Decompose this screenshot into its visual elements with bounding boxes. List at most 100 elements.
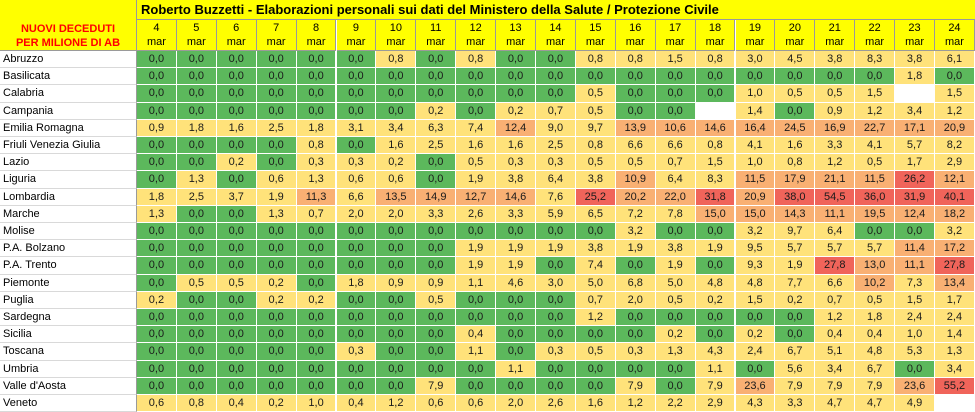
heatmap-cell: 2,5 (536, 137, 576, 155)
heatmap-cell: 0,0 (416, 68, 457, 86)
heatmap-cell: 0,0 (176, 240, 217, 258)
heatmap-cell: 1,5 (735, 291, 776, 309)
heatmap-cell: 0,0 (336, 223, 377, 241)
heatmap-cell: 1,5 (935, 85, 975, 103)
heatmap-cell: 3,4 (815, 360, 856, 378)
heatmap-cell: 0,0 (536, 257, 576, 275)
heatmap-cell: 0,0 (695, 257, 736, 275)
heatmap-cell: 14,6 (496, 188, 536, 206)
heatmap-cell: 1,9 (456, 171, 497, 189)
row-label: P.A. Bolzano (0, 240, 137, 258)
heatmap-cell: 0,4 (216, 395, 257, 412)
heatmap-cell: 0,0 (416, 51, 457, 69)
heatmap-cell: 0,8 (575, 51, 616, 69)
heatmap-cell: 13,9 (615, 119, 656, 137)
heatmap-cell: 21,1 (815, 171, 856, 189)
heatmap-cell: 0,0 (336, 326, 377, 344)
heatmap-cell: 0,0 (176, 205, 217, 223)
heatmap-cell: 0,0 (137, 326, 177, 344)
heatmap-cell: 2,4 (935, 309, 975, 327)
heatmap-cell: 0,0 (256, 343, 297, 361)
heatmap-cell: 0,7 (296, 205, 337, 223)
heatmap-cell: 0,3 (536, 154, 576, 172)
row-label: Marche (0, 205, 137, 223)
heatmap-cell: 0,0 (216, 257, 257, 275)
heatmap-cell: 8,3 (855, 51, 896, 69)
heatmap-cell: 1,5 (655, 51, 696, 69)
heatmap-cell: 3,1 (336, 119, 377, 137)
heatmap-cell: 0,0 (336, 102, 377, 120)
heatmap-cell: 3,4 (376, 119, 417, 137)
heatmap-cell: 2,2 (655, 395, 696, 412)
heatmap-cell: 38,0 (775, 188, 816, 206)
row-label: Molise (0, 223, 137, 241)
heatmap-cell: 1,3 (655, 343, 696, 361)
heatmap-cell: 0,0 (137, 85, 177, 103)
heatmap-cell: 1,1 (695, 360, 736, 378)
heatmap-cell: 0,0 (137, 68, 177, 86)
heatmap-cell: 7,4 (456, 119, 497, 137)
heatmap-cell: 0,0 (695, 309, 736, 327)
heatmap-cell: 0,0 (256, 309, 297, 327)
heatmap-cell: 1,3 (935, 343, 975, 361)
heatmap-cell: 1,8 (855, 309, 896, 327)
heatmap-cell: 0,9 (137, 119, 177, 137)
heatmap-cell: 1,8 (895, 68, 935, 86)
heatmap-cell: 19,5 (855, 205, 896, 223)
heatmap-cell: 0,0 (376, 85, 417, 103)
heatmap-cell: 0,0 (536, 377, 576, 395)
heatmap-cell: 0,0 (176, 291, 217, 309)
heatmap-cell: 0,0 (296, 51, 337, 69)
heatmap-cell: 1,8 (296, 119, 337, 137)
day-label: 6 (233, 22, 240, 34)
heatmap-cell: 1,3 (256, 205, 297, 223)
heatmap-cell: 0,0 (176, 137, 217, 155)
heatmap-cell: 0,0 (216, 360, 257, 378)
heatmap-cell: 0,0 (296, 309, 337, 327)
heatmap-cell: 2,5 (416, 137, 457, 155)
day-label: 22 (868, 22, 881, 34)
row-label: P.A. Trento (0, 257, 137, 275)
month-label: mar (785, 36, 805, 48)
heatmap-cell: 0,0 (137, 240, 177, 258)
heatmap-cell: 0,0 (296, 102, 337, 120)
heatmap-cell: 0,3 (296, 154, 337, 172)
heatmap-cell: 0,0 (296, 274, 337, 292)
heatmap-cell: 0,0 (336, 51, 377, 69)
day-label: 12 (469, 22, 482, 34)
heatmap-cell: 1,0 (735, 85, 776, 103)
heatmap-cell: 0,0 (216, 326, 257, 344)
day-label: 13 (509, 22, 522, 34)
heatmap-cell: 4,8 (855, 343, 896, 361)
heatmap-cell: 0,9 (376, 274, 417, 292)
heatmap-cell: 0,0 (176, 377, 217, 395)
heatmap-cell: 0,0 (256, 240, 297, 258)
heatmap-cell: 1,9 (456, 240, 497, 258)
heatmap-cell: 0,0 (296, 240, 337, 258)
heatmap-cell: 1,9 (496, 240, 536, 258)
heatmap-cell: 11,4 (895, 240, 935, 258)
heatmap-cell: 1,5 (895, 291, 935, 309)
heatmap-cell: 0,0 (615, 326, 656, 344)
heatmap-cell: 10,2 (855, 274, 896, 292)
heatmap-cell: 0,2 (216, 154, 257, 172)
heatmap-cell: 0,3 (496, 154, 536, 172)
heatmap-cell: 55,2 (935, 377, 975, 395)
heatmap-cell: 0,7 (575, 291, 616, 309)
heatmap-cell: 1,2 (615, 395, 656, 412)
heatmap-cell: 0,3 (536, 343, 576, 361)
heatmap-cell: 0,0 (655, 309, 696, 327)
heatmap-cell: 0,5 (575, 85, 616, 103)
heatmap-cell: 0,5 (655, 291, 696, 309)
row-label: Campania (0, 102, 137, 120)
heatmap-cell: 22,7 (855, 119, 896, 137)
heatmap-cell: 0,9 (416, 274, 457, 292)
heatmap-cell: 0,0 (775, 102, 816, 120)
heatmap-cell: 1,7 (895, 154, 935, 172)
row-label: Puglia (0, 291, 137, 309)
heatmap-cell: 0,0 (895, 360, 935, 378)
heatmap-cell: 13,5 (376, 188, 417, 206)
corner-label-line2: PER MILIONE DI AB (15, 37, 121, 49)
heatmap-cell: 3,2 (935, 223, 975, 241)
heatmap-cell: 1,9 (456, 257, 497, 275)
